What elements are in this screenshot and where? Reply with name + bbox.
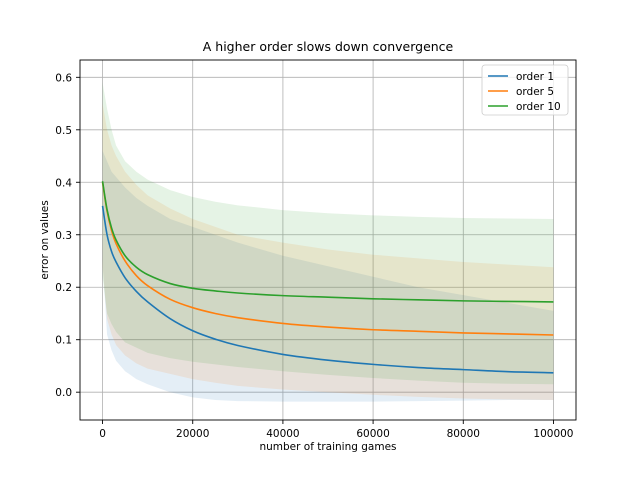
x-tick-label: 20000 (176, 428, 209, 440)
series-line-1 (101, 205, 554, 374)
y-tick-label: 0.3 (55, 230, 72, 242)
y-axis-label: error on values (39, 200, 51, 279)
x-axis-label: number of training games (259, 441, 396, 453)
y-tick-label: 0.6 (55, 72, 72, 84)
legend-box (481, 64, 569, 116)
y-tick-label: 0.1 (55, 335, 72, 347)
series-line-2 (101, 182, 554, 336)
y-tick-label: 0.0 (55, 387, 72, 399)
x-tick-label: 80000 (447, 428, 480, 440)
legend-label-3: order 10 (516, 101, 561, 113)
y-tick-label: 0.4 (55, 177, 72, 189)
tick-marks: 0 20000 40000 60000 80000 100000 0.0 0.1 0.2 0.3 0… (55, 72, 573, 440)
series-lines (101, 181, 554, 374)
chart-title: A higher order slows down convergence (203, 39, 454, 54)
y-tick-label: 0.2 (55, 282, 72, 294)
x-tick-label: 0 (99, 428, 106, 440)
axes-frame (79, 59, 577, 421)
legend: order 1 order 5 order 10 (481, 64, 569, 116)
grid-lines (80, 60, 576, 420)
series-line-3 (101, 181, 554, 303)
x-tick-label: 40000 (266, 428, 299, 440)
legend-label-2: order 5 (516, 86, 554, 98)
band-series-2 (102, 103, 554, 401)
band-series-3 (102, 82, 554, 385)
y-tick-label: 0.5 (55, 125, 72, 137)
x-tick-label: 60000 (356, 428, 389, 440)
x-tick-label: 100000 (533, 428, 573, 440)
plot-area: 0 20000 40000 60000 80000 100000 0.0 0.1 0.2 0.3 0… (55, 59, 577, 440)
legend-label-1: order 1 (516, 71, 554, 83)
